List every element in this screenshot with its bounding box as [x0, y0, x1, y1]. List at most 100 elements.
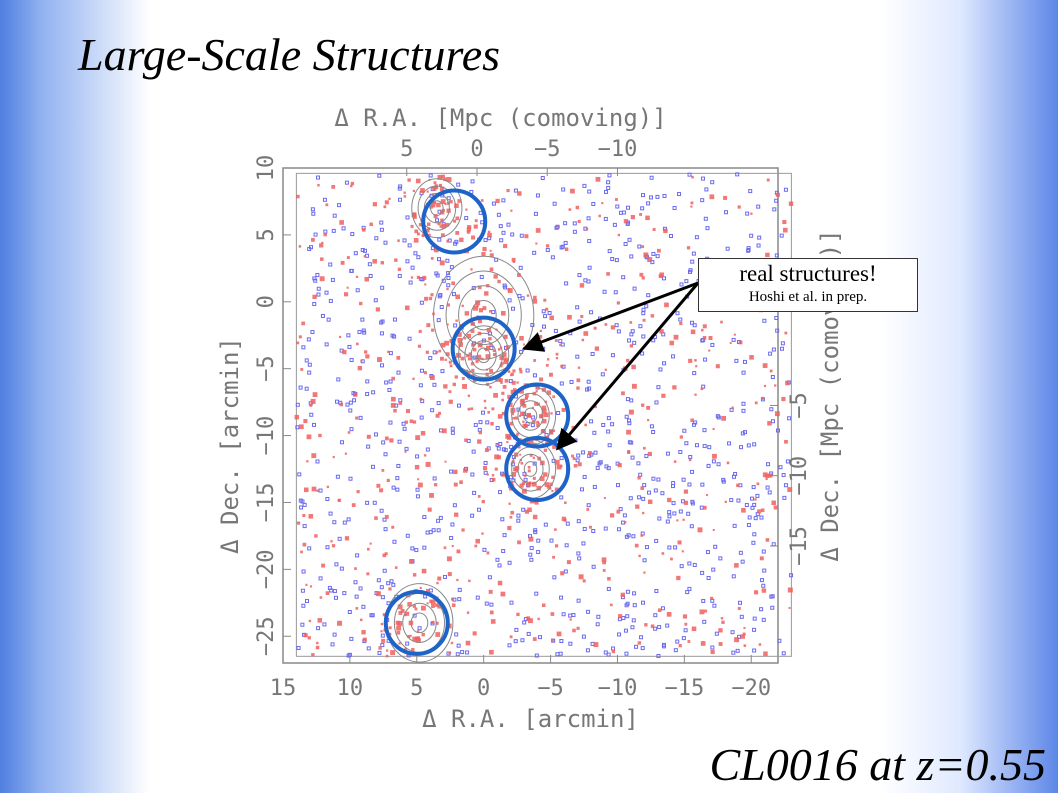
- galaxy-point-red: [718, 628, 723, 633]
- galaxy-point-red: [436, 202, 441, 208]
- x-tick-label: −10: [598, 676, 638, 701]
- galaxy-point-red: [647, 451, 652, 457]
- galaxy-point-red: [502, 385, 507, 389]
- galaxy-point-red: [688, 358, 693, 363]
- galaxy-point-blue: [541, 309, 546, 314]
- galaxy-point-blue: [638, 472, 643, 477]
- galaxy-point-blue: [299, 505, 304, 510]
- galaxy-point-blue: [425, 447, 430, 452]
- galaxy-point-blue: [591, 201, 596, 206]
- galaxy-point-blue: [325, 545, 330, 550]
- galaxy-point-blue: [507, 298, 512, 303]
- galaxy-point-blue: [750, 505, 755, 510]
- galaxy-point-red: [319, 243, 324, 248]
- galaxy-point-red: [446, 208, 451, 213]
- galaxy-point-blue: [491, 201, 496, 206]
- galaxy-point-blue: [746, 443, 751, 448]
- galaxy-point-red: [524, 509, 530, 514]
- galaxy-point-red: [536, 420, 539, 424]
- galaxy-point-blue: [657, 516, 662, 521]
- galaxy-point-blue: [495, 557, 500, 562]
- galaxy-point-red: [517, 445, 521, 449]
- galaxy-point-blue: [762, 568, 767, 573]
- galaxy-point-red: [464, 311, 470, 316]
- galaxy-point-red: [761, 396, 765, 400]
- galaxy-point-red: [579, 283, 585, 288]
- galaxy-point-blue: [491, 310, 496, 315]
- galaxy-point-blue: [653, 626, 658, 631]
- galaxy-point-red: [470, 407, 474, 411]
- galaxy-point-blue: [301, 345, 306, 350]
- galaxy-point-blue: [368, 273, 373, 278]
- galaxy-point-blue: [740, 431, 745, 436]
- galaxy-point-blue: [630, 625, 635, 630]
- galaxy-point-red: [366, 572, 370, 576]
- galaxy-point-red: [519, 370, 523, 374]
- galaxy-point-red: [784, 439, 788, 444]
- galaxy-point-blue: [586, 609, 591, 614]
- galaxy-point-red: [593, 326, 597, 330]
- galaxy-point-red: [667, 497, 672, 503]
- galaxy-point-blue: [379, 331, 384, 336]
- galaxy-point-red: [363, 255, 367, 258]
- galaxy-point-blue: [316, 292, 321, 297]
- galaxy-point-red: [452, 382, 456, 387]
- galaxy-point-red: [601, 202, 604, 205]
- galaxy-point-blue: [700, 198, 705, 203]
- galaxy-point-red: [441, 233, 445, 238]
- galaxy-point-blue: [377, 650, 382, 655]
- galaxy-point-red: [505, 334, 508, 337]
- galaxy-point-red: [417, 344, 422, 348]
- galaxy-point-blue: [660, 606, 665, 611]
- galaxy-point-red: [435, 632, 441, 637]
- galaxy-point-blue: [456, 643, 461, 648]
- galaxy-point-red: [454, 375, 458, 379]
- galaxy-point-red: [311, 486, 317, 492]
- galaxy-point-blue: [607, 443, 612, 448]
- galaxy-point-red: [616, 509, 621, 514]
- galaxy-point-red: [534, 401, 539, 406]
- galaxy-point-blue: [757, 235, 762, 240]
- galaxy-point-blue: [647, 490, 652, 495]
- galaxy-point-red: [686, 246, 691, 250]
- galaxy-point-blue: [499, 238, 504, 243]
- galaxy-point-blue: [606, 466, 611, 471]
- galaxy-point-red: [489, 267, 494, 272]
- galaxy-point-blue: [586, 279, 591, 284]
- galaxy-point-red: [540, 429, 545, 434]
- galaxy-point-red: [454, 512, 459, 517]
- galaxy-point-red: [510, 209, 513, 212]
- galaxy-point-blue: [684, 441, 689, 446]
- galaxy-point-blue: [347, 344, 352, 349]
- galaxy-point-red: [437, 174, 443, 180]
- galaxy-point-blue: [376, 578, 381, 583]
- galaxy-point-red: [516, 432, 520, 436]
- galaxy-point-red: [584, 423, 587, 427]
- galaxy-point-red: [531, 406, 534, 409]
- structure-circle: [504, 436, 571, 503]
- galaxy-point-red: [366, 434, 371, 439]
- galaxy-point-blue: [450, 426, 455, 431]
- galaxy-point-blue: [738, 600, 743, 605]
- galaxy-point-red: [766, 178, 770, 182]
- density-contour: [410, 612, 429, 634]
- galaxy-point-blue: [428, 530, 433, 535]
- galaxy-point-blue: [769, 407, 774, 412]
- galaxy-point-blue: [616, 527, 621, 532]
- galaxy-point-red: [571, 454, 574, 458]
- galaxy-point-red: [545, 244, 550, 248]
- galaxy-point-blue: [689, 524, 694, 529]
- galaxy-point-blue: [532, 461, 537, 466]
- galaxy-point-blue: [765, 485, 770, 490]
- galaxy-point-blue: [687, 482, 692, 487]
- galaxy-point-red: [604, 368, 607, 371]
- galaxy-point-blue: [563, 240, 568, 245]
- galaxy-point-red: [551, 475, 555, 479]
- galaxy-point-red: [444, 358, 447, 361]
- galaxy-point-red: [643, 571, 646, 574]
- galaxy-point-blue: [654, 538, 659, 543]
- galaxy-point-red: [421, 632, 425, 637]
- galaxy-point-red: [384, 200, 389, 205]
- galaxy-point-red: [774, 384, 777, 387]
- galaxy-point-red: [465, 208, 468, 211]
